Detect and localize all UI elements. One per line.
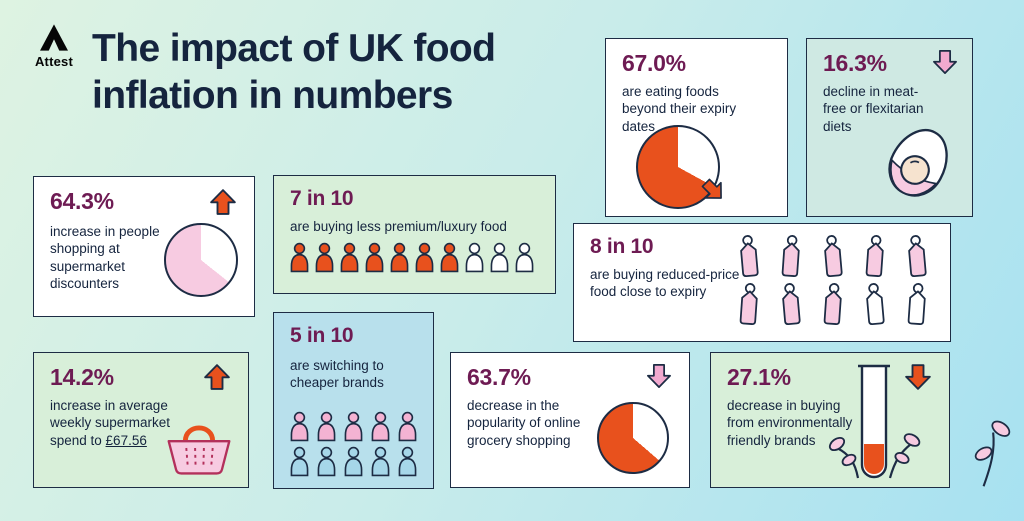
shopping-basket-icon [167, 425, 231, 475]
stat-value: 7 in 10 [290, 187, 354, 210]
attest-logo-icon [40, 24, 68, 51]
person-icon [288, 411, 311, 442]
card-flexitarian-diets: 16.3% decline in meat-free or flexitaria… [806, 38, 973, 217]
person-pictogram [288, 411, 421, 477]
up-arrow-icon [202, 362, 232, 392]
stat-value: 64.3% [50, 188, 114, 214]
person-icon [388, 242, 411, 273]
card-weekly-spend: 14.2% increase in average weekly superma… [33, 352, 249, 488]
person-icon [313, 242, 336, 273]
tag-icon [728, 281, 769, 330]
card-cheaper-brands: 5 in 10 are switching to cheaper brands [273, 312, 434, 489]
person-icon [342, 411, 365, 442]
brand-logo: Attest [30, 24, 78, 69]
card-eco-brands: 27.1% decrease in buying from environmen… [710, 352, 950, 488]
stat-value: 27.1% [727, 364, 791, 390]
title-line-1: The impact of UK food [92, 27, 496, 70]
person-icon [438, 242, 461, 273]
stat-value: 8 in 10 [590, 235, 654, 258]
card-discounters: 64.3% increase in people shopping at sup… [33, 176, 255, 317]
tag-icon [812, 281, 853, 330]
stat-description: are buying reduced-price food close to e… [590, 267, 740, 300]
down-arrow-icon [645, 362, 673, 390]
tag-icon [854, 280, 896, 329]
test-tube-plant-icon [828, 364, 921, 479]
stat-description: decline in meat-free or flexitarian diet… [823, 84, 924, 134]
card-premium-food: 7 in 10 are buying less premium/luxury f… [273, 175, 556, 294]
stat-description: increase in people shopping at supermark… [50, 224, 160, 291]
stat-value: 14.2% [50, 364, 114, 390]
stat-value: 16.3% [823, 50, 887, 76]
person-icon [513, 242, 536, 273]
person-icon [342, 446, 365, 477]
person-pictogram [288, 242, 548, 273]
person-icon [288, 242, 311, 273]
avocado-icon [888, 129, 948, 197]
brand-name: Attest [34, 54, 74, 69]
stat-value: 63.7% [467, 364, 531, 390]
person-icon [396, 446, 419, 477]
stat-value: 67.0% [622, 50, 686, 76]
person-icon [288, 446, 311, 477]
person-icon [488, 242, 511, 273]
pie-chart [597, 402, 669, 474]
tag-icon [896, 281, 937, 330]
person-icon [463, 242, 486, 273]
pie-chart [636, 125, 720, 209]
tag-icon [770, 280, 812, 329]
person-icon [413, 242, 436, 273]
down-arrow-icon [931, 48, 959, 76]
spend-amount: £67.56 [105, 432, 147, 448]
person-icon [315, 446, 338, 477]
person-icon [338, 242, 361, 273]
person-icon [369, 411, 392, 442]
tag-icon [854, 233, 895, 282]
stat-description: are switching to cheaper brands [290, 358, 384, 391]
card-expiry-foods: 67.0% are eating foods beyond their expi… [605, 38, 788, 217]
spend-text: increase in average weekly supermarket s… [50, 398, 171, 448]
pie-chart [164, 223, 238, 297]
stat-description: decrease in buying from environmentally … [727, 398, 853, 448]
stat-value: 5 in 10 [290, 324, 354, 347]
tag-icon [812, 232, 854, 281]
stat-description: are eating foods beyond their expiry dat… [622, 84, 737, 134]
tag-icon [896, 232, 938, 281]
person-icon [369, 446, 392, 477]
card-reduced-price: 8 in 10 are buying reduced-price food cl… [573, 223, 951, 342]
stat-description: are buying less premium/luxury food [290, 219, 507, 234]
price-tag-pictogram [730, 234, 942, 328]
tag-icon [770, 233, 811, 282]
page-title: The impact of UK food inflation in number… [92, 26, 496, 120]
plant-sprout-icon [974, 420, 1011, 487]
up-arrow-icon [208, 187, 238, 217]
person-icon [315, 411, 338, 442]
card-online-grocery: 63.7% decrease in the popularity of onli… [450, 352, 690, 488]
tag-icon [728, 232, 770, 281]
person-icon [363, 242, 386, 273]
stat-description: decrease in the popularity of online gro… [467, 398, 581, 448]
stat-description: increase in average weekly supermarket s… [50, 397, 180, 449]
title-line-2: inflation in numbers [92, 73, 453, 117]
person-icon [396, 411, 419, 442]
